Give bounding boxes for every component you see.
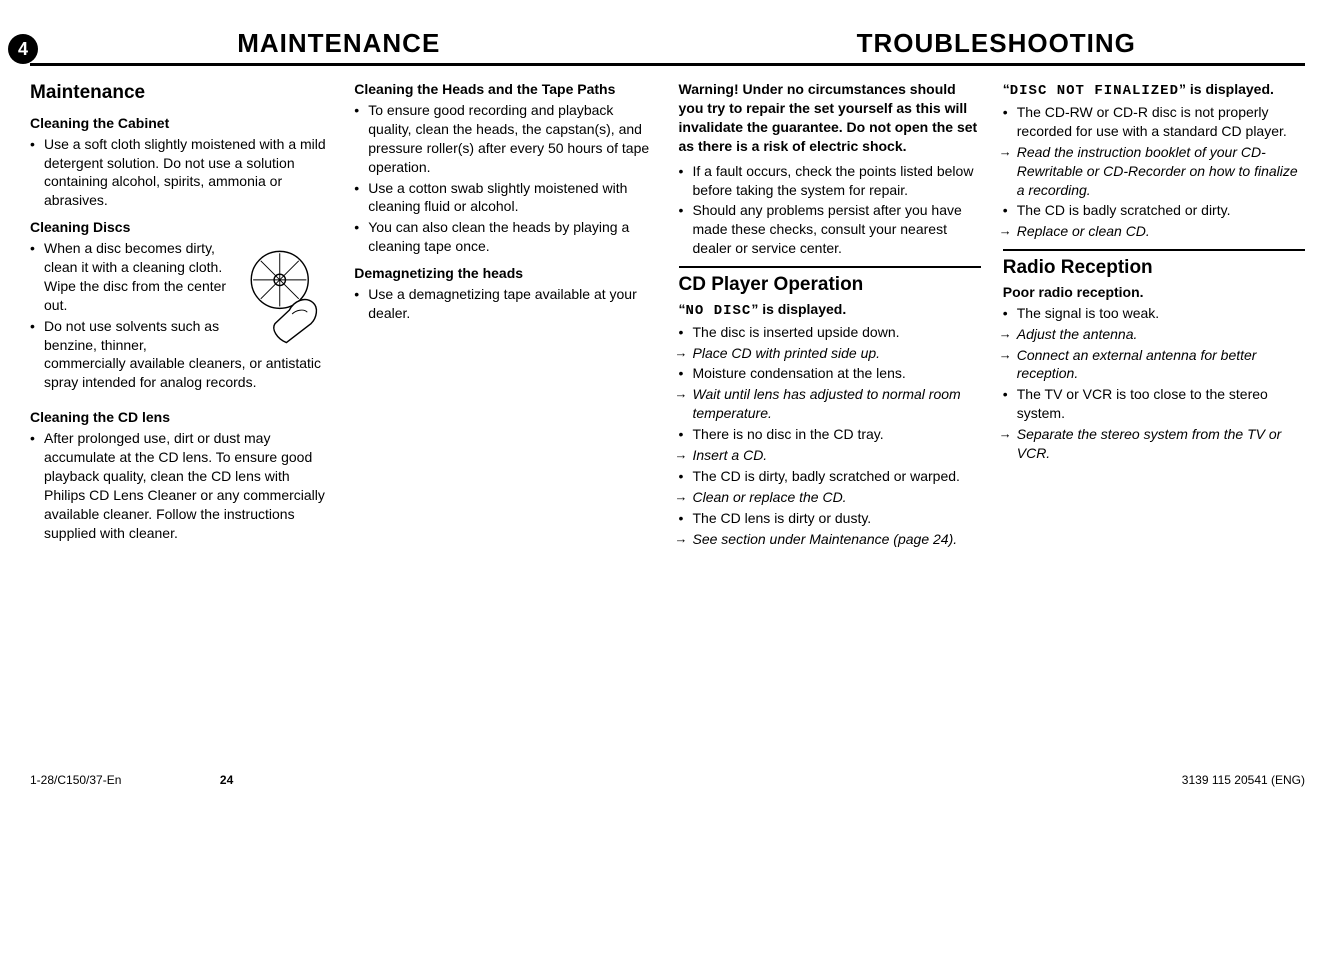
body-columns: Maintenance Cleaning the Cabinet Use a s… (30, 80, 1305, 556)
list-item: Use a demagnetizing tape available at yo… (354, 285, 656, 323)
list-item: Place CD with printed side up. (679, 344, 981, 363)
header-maintenance: MAINTENANCE (30, 20, 648, 63)
list-item: There is no disc in the CD tray. (679, 425, 981, 444)
list-item: Clean or replace the CD. (679, 488, 981, 507)
footer-mid: 24 (220, 772, 233, 788)
cdop-list: The disc is inserted upside down. Place C… (679, 323, 981, 549)
subsection-heads-title: Cleaning the Heads and the Tape Paths (354, 80, 656, 99)
cdlens-list: After prolonged use, dirt or dust may ac… (30, 429, 332, 542)
list-item: The CD-RW or CD-R disc is not properly r… (1003, 103, 1305, 141)
issue-not-finalized-suffix: is displayed. (1186, 81, 1274, 97)
list-item: The disc is inserted upside down. (679, 323, 981, 342)
list-item: Insert a CD. (679, 446, 981, 465)
list-item: Use a cotton swab slightly moistened wit… (354, 179, 656, 217)
radio-list: The signal is too weak. Adjust the antenn… (1003, 304, 1305, 463)
section-radio-title: Radio Reception (1003, 249, 1305, 281)
warning-list: If a fault occurs, check the points list… (679, 162, 981, 258)
footer-left: 1-28/C150/37-En (30, 772, 121, 788)
list-item: The signal is too weak. (1003, 304, 1305, 323)
section-maintenance-title: Maintenance (30, 80, 332, 106)
issue-not-finalized: “DISC NOT FINALIZED” is displayed. (1003, 80, 1305, 101)
issue-no-disc-suffix: is displayed. (758, 301, 846, 317)
issue-poor-reception: Poor radio reception. (1003, 283, 1305, 302)
demag-list: Use a demagnetizing tape available at yo… (354, 285, 656, 323)
list-item: Use a soft cloth slightly moistened with… (30, 135, 332, 211)
column-4: “DISC NOT FINALIZED” is displayed. The C… (1003, 80, 1305, 556)
list-item: After prolonged use, dirt or dust may ac… (30, 429, 332, 542)
column-2: Cleaning the Heads and the Tape Paths To… (354, 80, 656, 556)
list-item: You can also clean the heads by playing … (354, 218, 656, 256)
list-item: The TV or VCR is too close to the stereo… (1003, 385, 1305, 423)
list-item: The CD lens is dirty or dusty. (679, 509, 981, 528)
list-item: Adjust the antenna. (1003, 325, 1305, 344)
column-3: Warning! Under no circumstances should y… (679, 80, 981, 556)
footer-right: 3139 115 20541 (ENG) (1182, 772, 1305, 788)
list-item: The CD is dirty, badly scratched or warp… (679, 467, 981, 486)
issue-not-finalized-code: DISC NOT FINALIZED (1010, 83, 1179, 99)
list-item: To ensure good recording and playback qu… (354, 101, 656, 177)
list-item: Do not use solvents such as benzine, thi… (30, 317, 332, 393)
list-item: When a disc becomes dirty, clean it with… (30, 239, 332, 315)
list-item: Replace or clean CD. (1003, 222, 1305, 241)
list-item: Moisture condensation at the lens. (679, 364, 981, 383)
subsection-cabinet-title: Cleaning the Cabinet (30, 114, 332, 133)
list-item: See section under Maintenance (page 24). (679, 530, 981, 549)
page-number-badge: 4 (8, 34, 38, 64)
list-item: Separate the stereo system from the TV o… (1003, 425, 1305, 463)
issue-no-disc: “NO DISC” is displayed. (679, 300, 981, 321)
section-cdplayer-title: CD Player Operation (679, 266, 981, 298)
issue-no-disc-code: NO DISC (686, 303, 752, 319)
list-item: The CD is badly scratched or dirty. (1003, 201, 1305, 220)
subsection-discs-title: Cleaning Discs (30, 218, 332, 237)
cabinet-list: Use a soft cloth slightly moistened with… (30, 135, 332, 211)
troubleshooting-warning: Warning! Under no circumstances should y… (679, 80, 981, 156)
header-troubleshooting: TROUBLESHOOTING (688, 20, 1306, 63)
subsection-cdlens-title: Cleaning the CD lens (30, 408, 332, 427)
page-header-row: 4 MAINTENANCE TROUBLESHOOTING (30, 20, 1305, 66)
heads-list: To ensure good recording and playback qu… (354, 101, 656, 256)
finalize-list: The CD-RW or CD-R disc is not properly r… (1003, 103, 1305, 241)
subsection-demag-title: Demagnetizing the heads (354, 264, 656, 283)
list-item: Wait until lens has adjusted to normal r… (679, 385, 981, 423)
list-item: Read the instruction booklet of your CD-… (1003, 143, 1305, 200)
column-1: Maintenance Cleaning the Cabinet Use a s… (30, 80, 332, 556)
list-item: Connect an external antenna for better r… (1003, 346, 1305, 384)
page-footer: 1-28/C150/37-En 24 3139 115 20541 (ENG) (30, 766, 1305, 788)
list-item: If a fault occurs, check the points list… (679, 162, 981, 200)
list-item: Should any problems persist after you ha… (679, 201, 981, 258)
